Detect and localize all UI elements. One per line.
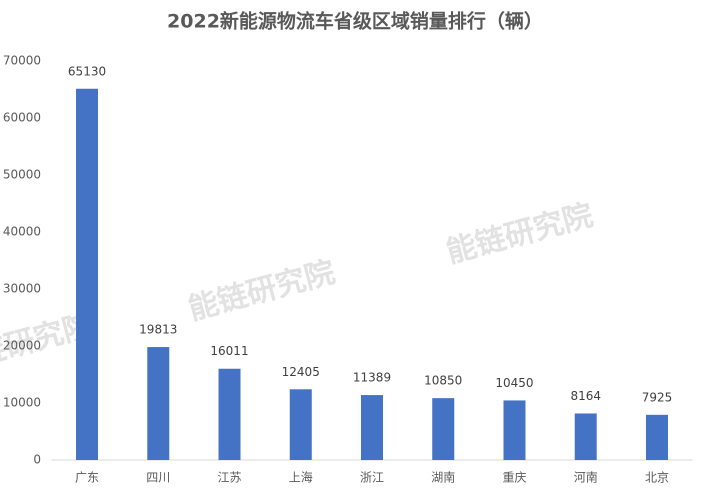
data-label: 19813 — [139, 323, 177, 337]
bar — [574, 413, 597, 460]
y-tick-label: 50000 — [3, 168, 41, 182]
y-tick-label: 40000 — [3, 225, 41, 239]
data-label: 8164 — [570, 389, 601, 403]
bar — [289, 389, 312, 460]
watermark: 能链研究院 — [185, 255, 339, 328]
y-tick-label: 60000 — [3, 111, 41, 125]
x-tick-label: 北京 — [645, 471, 669, 485]
data-label: 10850 — [424, 374, 462, 388]
data-label: 16011 — [210, 344, 248, 358]
bar — [147, 347, 170, 460]
watermark: 能链研究院 — [443, 198, 597, 271]
x-tick-label: 江苏 — [218, 471, 242, 485]
data-label: 11389 — [353, 371, 391, 385]
y-tick-label: 10000 — [3, 396, 41, 410]
x-tick-label: 湖南 — [431, 470, 455, 485]
y-tick-label: 30000 — [3, 282, 41, 296]
x-tick-label: 重庆 — [502, 471, 526, 485]
chart-title: 2022新能源物流车省级区域销量排行（辆） — [167, 10, 543, 33]
x-tick-label: 上海 — [289, 470, 313, 485]
data-label: 10450 — [495, 376, 533, 390]
bar — [645, 414, 668, 460]
bar — [76, 88, 99, 460]
x-tick-label: 四川 — [146, 471, 170, 485]
y-tick-label: 20000 — [3, 339, 41, 353]
x-tick-label: 广东 — [75, 471, 99, 485]
data-label: 12405 — [282, 365, 320, 379]
bar — [218, 368, 241, 460]
bar — [432, 398, 455, 460]
x-tick-label: 浙江 — [360, 471, 384, 485]
bar — [361, 395, 383, 460]
bar — [503, 400, 526, 460]
y-tick-label: 70000 — [3, 54, 41, 68]
data-label: 65130 — [68, 64, 106, 78]
data-label: 7925 — [642, 390, 673, 404]
x-tick-label: 河南 — [574, 470, 598, 485]
y-tick-label: 0 — [33, 453, 41, 467]
